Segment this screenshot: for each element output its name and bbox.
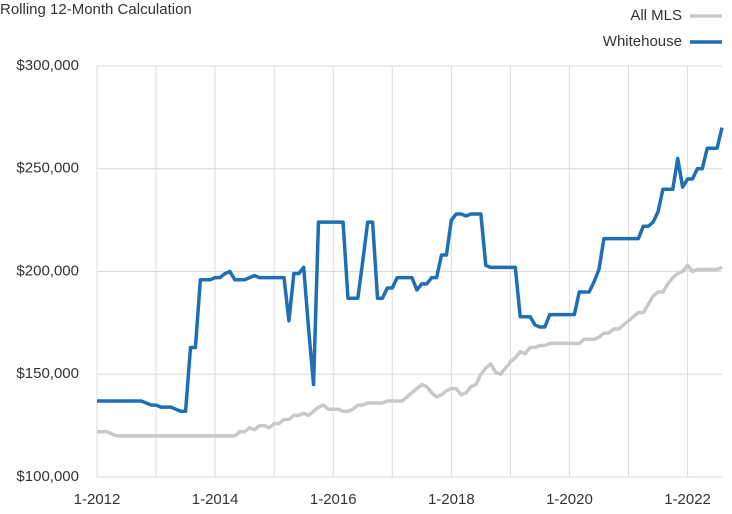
x-tick-label: 1-2022	[664, 491, 711, 508]
x-tick-label: 1-2018	[428, 491, 475, 508]
y-tick-label: $250,000	[16, 160, 79, 177]
y-tick-label: $300,000	[16, 57, 79, 74]
x-tick-label: 1-2012	[74, 491, 121, 508]
x-tick-label: 1-2016	[310, 491, 357, 508]
y-tick-label: $200,000	[16, 262, 79, 279]
legend-label: All MLS	[630, 7, 682, 24]
legend-label: Whitehouse	[603, 33, 682, 50]
y-tick-label: $150,000	[16, 365, 79, 382]
x-tick-label: 1-2020	[546, 491, 593, 508]
series-line	[97, 263, 723, 438]
y-tick-label: $100,000	[16, 468, 79, 485]
x-tick-label: 1-2014	[192, 491, 239, 508]
chart-title: Rolling 12-Month Calculation	[0, 1, 192, 18]
series-line	[97, 127, 724, 413]
